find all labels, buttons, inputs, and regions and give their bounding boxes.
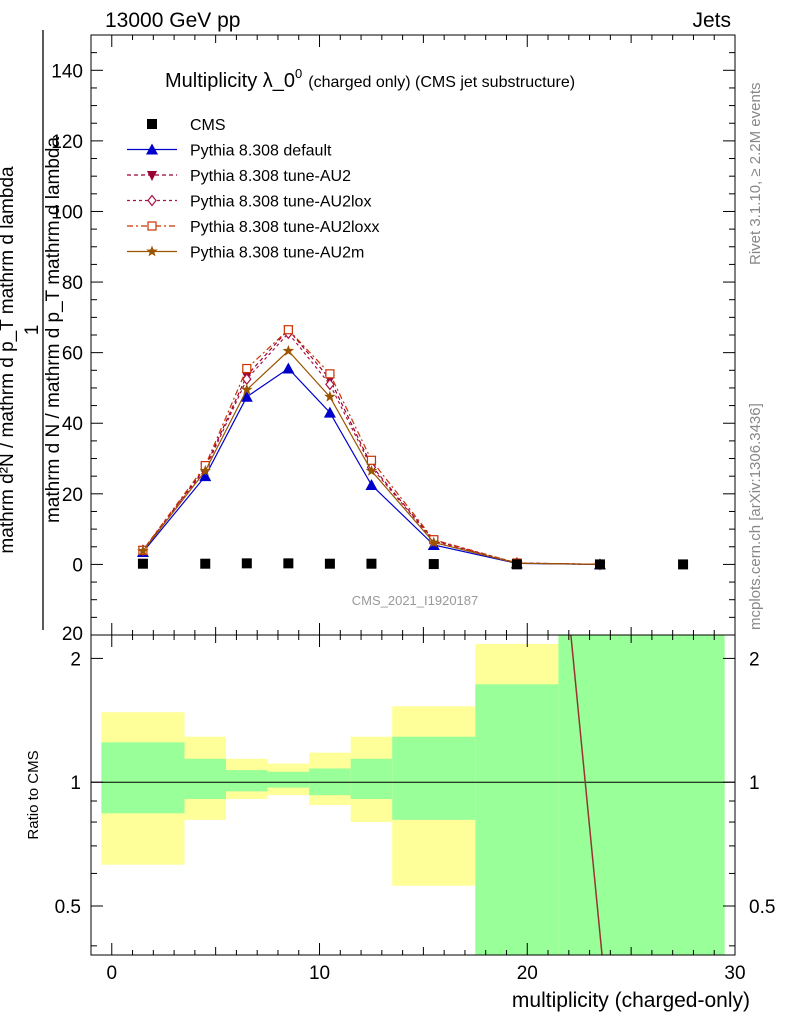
series-5-point	[137, 545, 149, 556]
rivet-label: Rivet 3.1.10, ≥ 2.2M events	[747, 83, 764, 266]
series-5-point	[199, 464, 211, 476]
ratio-y-label: Ratio to CMS	[25, 750, 42, 839]
series-1-point	[282, 362, 295, 374]
legend-label: Pythia 8.308 tune-AU2loxx	[190, 219, 379, 236]
cms-data-point	[324, 558, 335, 569]
stat-uncertainty-band	[184, 758, 227, 800]
ratio-frame	[90, 634, 736, 956]
y-tick-label: 60	[62, 344, 83, 365]
chart-title: Multiplicity λ_00(charged only) (CMS jet…	[165, 66, 575, 92]
ratio-series-layer	[570, 634, 603, 956]
stat-uncertainty-band	[101, 742, 185, 814]
cms-data-point	[366, 558, 377, 569]
cms-data-point	[200, 558, 211, 569]
legend-marker	[146, 245, 158, 257]
legend-label: Pythia 8.308 tune-AU2m	[190, 245, 364, 262]
cms-data-points	[137, 558, 689, 570]
analysis-tag: CMS_2021_I1920187	[352, 593, 479, 608]
y-label-one: 1	[22, 325, 43, 336]
series-5-point	[282, 344, 295, 356]
series-1-point	[323, 406, 336, 418]
series-5-point	[324, 390, 336, 402]
cms-data-point	[428, 559, 439, 570]
main-y-axis-label: 1 mathrm d²N / mathrm d p_T mathrm d lam…	[0, 30, 64, 630]
legend-label: Pythia 8.308 default	[190, 143, 332, 160]
series-3-point	[325, 378, 335, 391]
legend-marker	[146, 143, 158, 155]
series-1-point	[199, 470, 212, 482]
y-tick-label: 0	[72, 555, 83, 576]
category-label: Jets	[692, 9, 731, 32]
legend-marker	[147, 171, 157, 181]
cms-data-point	[594, 559, 605, 570]
cms-data-point	[678, 559, 689, 570]
ratio-y-tick-label-right: 2	[749, 649, 760, 670]
ratio-y-tick-label: 2	[70, 649, 81, 670]
series-4-point	[366, 455, 377, 465]
process-label: 13000 GeV pp	[105, 9, 241, 32]
x-axis-label: multiplicity (charged-only)	[512, 989, 750, 1012]
ratio-y-ticks: 0.5 0.5 1 1 2 2	[55, 649, 775, 947]
ratio-y-tick-label: 0.5	[55, 897, 81, 918]
y-tick-label: 100	[51, 202, 83, 223]
x-tick-label: 0	[106, 963, 117, 984]
x-tick-label: 20	[517, 963, 538, 984]
legend-marker	[147, 119, 157, 129]
series-4-point	[283, 325, 293, 335]
series-1-point	[365, 479, 378, 490]
stat-uncertainty-band	[392, 736, 476, 820]
cms-data-point	[283, 558, 294, 569]
series-4-point	[325, 369, 335, 379]
series-5-point	[241, 383, 253, 395]
stat-uncertainty-band	[350, 758, 393, 800]
legend-label: Pythia 8.308 tune-AU2lox	[190, 194, 371, 211]
ratio-x-ticks: 0 10 20 30	[106, 635, 746, 984]
cms-data-point	[137, 558, 148, 569]
cms-data-point	[511, 559, 522, 570]
mcplots-label: mcplots.cern.ch [arXiv:1306.3436]	[747, 403, 764, 630]
y-tick-label: 120	[51, 132, 83, 153]
ratio-y-tick-label: 1	[70, 773, 81, 794]
stat-uncertainty-band	[558, 635, 725, 955]
cms-data-point	[241, 558, 252, 569]
ratio-y-tick-label-right: 0.5	[749, 897, 775, 918]
main-x-ticks	[111, 35, 736, 635]
x-tick-label: 10	[309, 963, 330, 984]
main-panel: 0 20 40 60 80 100 120 140 20 Multiplicity λ_00(c…	[0, 30, 764, 645]
ratio-panel: 0.5 0.5 1 1 2 2 0 10 20 30 Ratio to CMS multipli…	[25, 634, 775, 1012]
series-5-point	[365, 464, 378, 476]
legend-label: CMS	[190, 117, 226, 134]
y-tick-label: 40	[62, 414, 83, 435]
ratio-uncertainty-bands	[101, 635, 725, 955]
series-1-point	[240, 390, 253, 402]
y-tick-label: 140	[51, 61, 83, 82]
main-plot-area	[91, 35, 735, 635]
legend-label: Pythia 8.308 tune-AU2	[190, 168, 351, 185]
x-tick-label: 30	[724, 963, 745, 984]
y-tick-label-clipped: 20	[62, 624, 83, 645]
series-5-point	[428, 536, 440, 548]
main-y-ticks: 0 20 40 60 80 100 120 140 20	[51, 34, 735, 645]
series-4-point	[242, 363, 252, 374]
ratio-y-tick-label-right: 1	[749, 773, 760, 794]
y-tick-label: 20	[62, 485, 83, 506]
series-line-4	[142, 328, 601, 565]
y-label-top: mathrm d²N / mathrm d p_T mathrm d lambd…	[0, 166, 18, 554]
ratio-series-line	[570, 634, 603, 956]
legend: CMS Pythia 8.308 default Pythia 8.308 tune…	[127, 117, 379, 262]
y-label-bottom: mathrm d N / mathrm d p_T mathrm d lambd…	[43, 137, 64, 524]
legend-marker	[147, 221, 157, 231]
stat-uncertainty-band	[475, 684, 559, 955]
stat-uncertainty-band	[226, 770, 268, 792]
stat-uncertainty-band	[267, 771, 310, 788]
y-tick-label: 80	[62, 273, 83, 294]
legend-marker	[147, 194, 157, 207]
